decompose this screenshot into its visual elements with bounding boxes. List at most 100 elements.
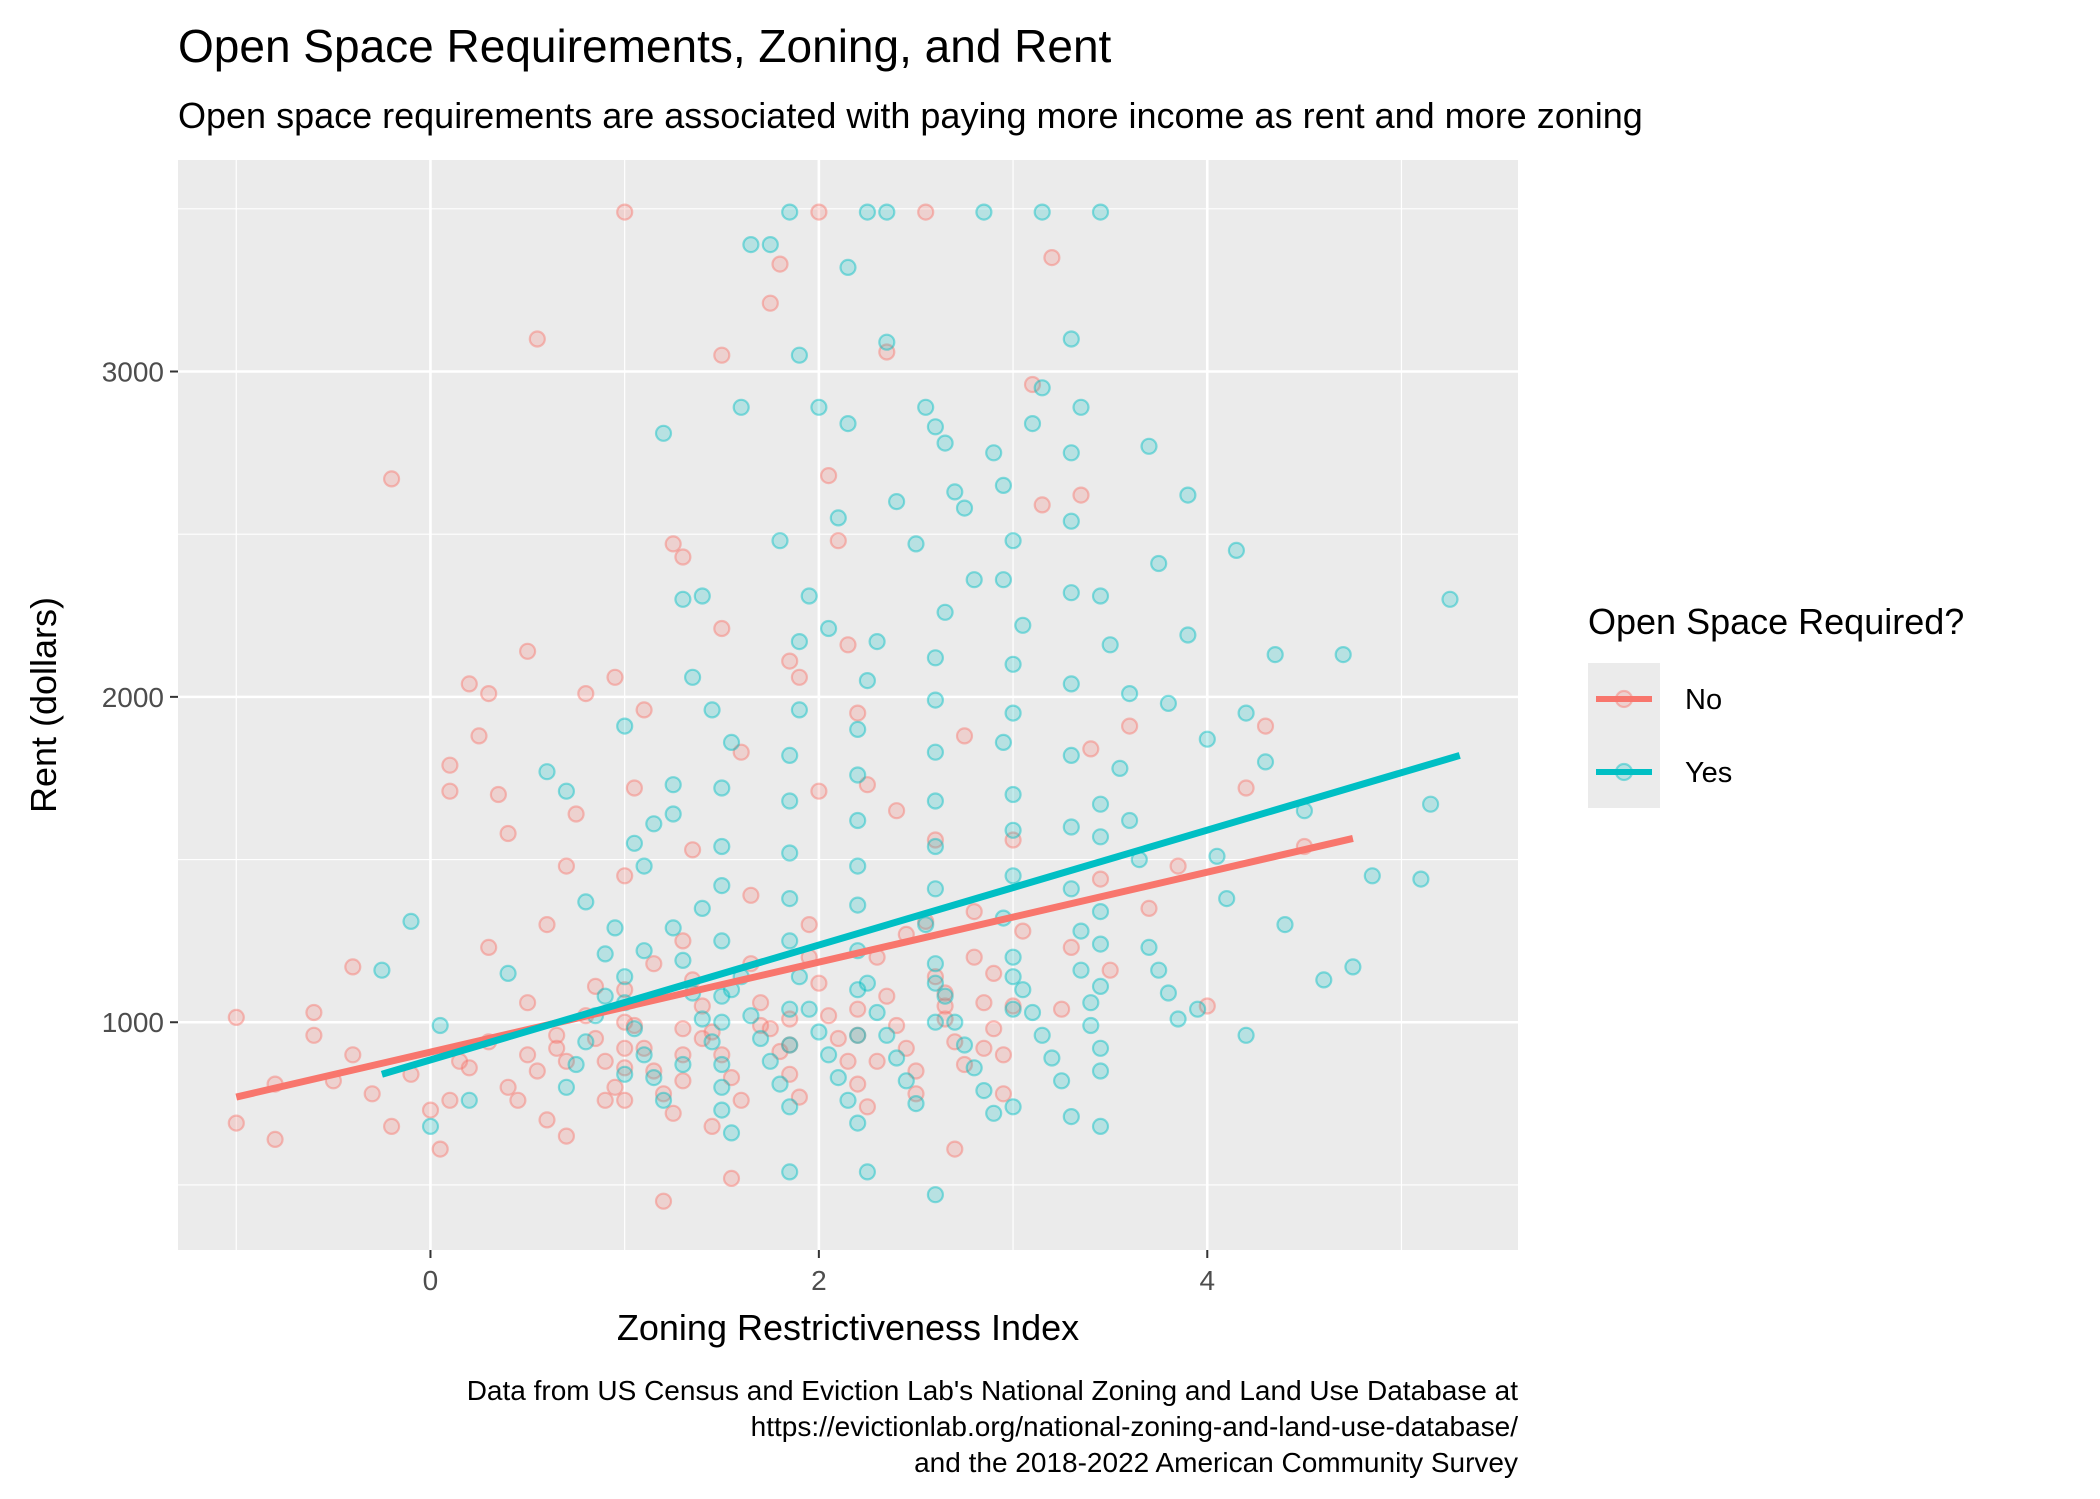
point-yes [839,258,857,276]
x-tick-label: 0 [423,1265,439,1296]
point-yes [829,509,847,527]
point-no [868,1052,886,1070]
point-yes [373,961,391,979]
point-no [674,932,692,950]
point-yes [1004,532,1022,550]
point-no [518,994,537,1012]
point-yes [781,746,799,765]
point-no [878,343,896,361]
point-yes [1062,675,1080,693]
point-no [383,470,401,488]
point-yes [751,1029,770,1048]
point-no [849,1075,867,1093]
point-no [616,203,634,221]
point-no [887,1016,906,1035]
point-yes [606,919,624,937]
point-no [518,1046,537,1064]
point-no [810,203,828,221]
point-yes [946,483,964,501]
point-yes [800,1000,818,1018]
point-yes [1062,880,1080,898]
point-yes [1120,684,1139,703]
point-no [499,824,517,843]
point-no [732,1091,750,1109]
point-no [470,727,488,745]
point-yes [936,987,954,1005]
point-yes [936,603,954,621]
point-yes [713,837,731,856]
legend-key-no-point [1614,689,1634,709]
point-no [305,1003,323,1022]
data-points [227,203,1459,1210]
point-yes [1441,590,1459,608]
point-no [936,984,954,1002]
point-yes [1072,398,1090,416]
point-yes [1004,821,1022,839]
point-yes [460,1091,478,1109]
point-yes [771,1075,789,1093]
point-yes [616,1065,634,1083]
point-no [363,1085,381,1103]
point-yes [1062,746,1080,765]
point-yes [858,671,877,690]
axes: 0 2 4 1000 2000 3000 [102,356,1215,1296]
point-yes [926,418,945,436]
point-yes [878,1026,896,1044]
point-yes [926,649,945,667]
point-yes [713,1013,731,1031]
point-no [781,1010,799,1028]
point-yes [742,236,760,254]
point-no [703,1117,721,1136]
point-no [713,619,731,638]
point-yes [1033,379,1051,397]
point-no [810,974,828,992]
point-no [625,779,644,797]
point-no [771,255,789,273]
point-no [616,1091,634,1109]
point-yes [616,968,634,986]
point-yes [829,1068,847,1087]
point-no [693,1029,711,1048]
point-yes [421,1117,440,1136]
point-no [985,1020,1003,1038]
point-no [654,1085,673,1103]
point-yes [849,896,867,914]
point-yes [839,415,857,433]
point-no [751,994,770,1012]
point-yes [557,1078,576,1096]
point-yes [1091,828,1110,846]
point-yes [722,733,741,752]
point-no [1120,717,1139,735]
y-tick-label: 2000 [102,682,164,713]
point-yes [693,587,711,605]
point-yes [693,899,711,918]
point-yes [790,346,809,364]
grid-lines [178,160,1518,1250]
point-yes [1237,1026,1255,1044]
caption-line-1: Data from US Census and Eviction Lab's N… [467,1375,1519,1406]
point-yes [965,571,983,589]
point-no [722,1169,741,1188]
point-no [965,948,983,966]
point-yes [1062,330,1080,348]
chart-subtitle: Open space requirements are associated w… [178,95,1643,136]
point-yes [742,1007,760,1025]
point-yes [1091,795,1110,813]
point-no [664,1104,682,1122]
legend-label-no: No [1685,684,1722,716]
point-yes [1363,867,1381,885]
point-yes [1150,961,1168,979]
point-yes [819,619,838,638]
point-no [305,1026,323,1044]
point-yes [917,915,935,934]
point-yes [713,932,731,950]
point-yes [703,1033,721,1051]
point-yes [538,763,556,781]
point-no [839,636,857,654]
point-yes [1091,203,1110,221]
point-yes [1091,587,1110,605]
point-yes [975,1081,993,1100]
point-yes [800,587,818,605]
point-yes [926,955,945,973]
point-no [654,1192,673,1210]
